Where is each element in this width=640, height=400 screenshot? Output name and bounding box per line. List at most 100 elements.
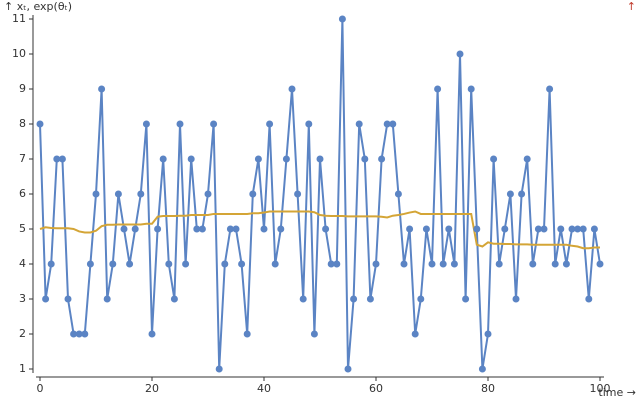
data-point — [406, 225, 414, 233]
x-tick-label: 100 — [590, 382, 611, 395]
data-point — [137, 190, 145, 198]
data-point — [344, 365, 352, 373]
data-point — [523, 155, 531, 163]
data-point — [439, 260, 447, 268]
data-point — [310, 330, 318, 338]
data-point — [159, 155, 167, 163]
data-point — [47, 260, 55, 268]
data-point — [170, 295, 178, 303]
data-point — [36, 120, 44, 128]
y-tick-label: 4 — [19, 257, 26, 270]
data-point — [557, 225, 565, 233]
x-tick-label: 80 — [481, 382, 495, 395]
data-point — [383, 120, 391, 128]
data-point — [58, 155, 66, 163]
y-tick-label: 9 — [19, 82, 26, 95]
data-point — [551, 260, 559, 268]
data-point — [81, 330, 89, 338]
data-point — [249, 190, 257, 198]
data-point — [260, 225, 268, 233]
data-point — [366, 295, 374, 303]
data-point — [478, 365, 486, 373]
data-point — [473, 225, 481, 233]
data-point — [378, 155, 386, 163]
data-point — [372, 260, 380, 268]
data-point — [574, 225, 582, 233]
data-point — [215, 365, 223, 373]
data-point — [271, 260, 279, 268]
data-point — [148, 330, 156, 338]
data-point — [294, 190, 302, 198]
data-point — [131, 225, 139, 233]
data-point — [361, 155, 369, 163]
data-point — [568, 225, 576, 233]
data-point — [450, 260, 458, 268]
data-point — [243, 330, 251, 338]
data-point — [456, 50, 464, 58]
y2-axis-label: ↑ — [627, 0, 636, 13]
data-point — [540, 225, 548, 233]
data-point — [546, 85, 554, 93]
data-point — [53, 155, 61, 163]
data-point — [434, 85, 442, 93]
data-point — [400, 260, 408, 268]
data-point — [394, 190, 402, 198]
data-point — [518, 190, 526, 198]
data-point — [495, 260, 503, 268]
x-tick-label: 60 — [369, 382, 383, 395]
data-point — [596, 260, 604, 268]
data-point — [299, 295, 307, 303]
data-point — [64, 295, 72, 303]
data-point — [210, 120, 218, 128]
y-axis-label: ↑ xₜ, exp(θₜ) — [4, 0, 72, 13]
data-point — [142, 120, 150, 128]
data-point — [333, 260, 341, 268]
data-point — [226, 225, 234, 233]
data-point — [103, 295, 111, 303]
data-point — [389, 120, 397, 128]
y-tick-label: 5 — [19, 222, 26, 235]
x-tick-label: 40 — [257, 382, 271, 395]
data-point — [506, 190, 514, 198]
y-tick-label: 7 — [19, 152, 26, 165]
data-point — [512, 295, 520, 303]
data-point — [484, 330, 492, 338]
data-point — [338, 15, 346, 23]
x-axis-label: time → — [598, 386, 636, 399]
data-point — [462, 295, 470, 303]
data-point — [204, 190, 212, 198]
data-point — [126, 260, 134, 268]
data-point — [75, 330, 83, 338]
data-point — [411, 330, 419, 338]
data-point — [232, 225, 240, 233]
data-point — [428, 260, 436, 268]
data-point — [182, 260, 190, 268]
data-point — [70, 330, 78, 338]
data-point — [590, 225, 598, 233]
y-tick-label: 8 — [19, 117, 26, 130]
data-point — [288, 85, 296, 93]
data-point — [501, 225, 509, 233]
data-point — [198, 225, 206, 233]
data-point — [98, 85, 106, 93]
y-tick-label: 1 — [19, 362, 26, 375]
data-point — [579, 225, 587, 233]
data-point — [154, 225, 162, 233]
data-point — [221, 260, 229, 268]
data-point — [422, 225, 430, 233]
series-line — [39, 210, 600, 250]
y-tick-label: 10 — [12, 47, 26, 60]
x-tick-label: 0 — [37, 382, 44, 395]
data-point — [266, 120, 274, 128]
data-point — [277, 225, 285, 233]
data-point — [120, 225, 128, 233]
data-point — [417, 295, 425, 303]
data-point — [316, 155, 324, 163]
data-point — [109, 260, 117, 268]
data-point — [86, 260, 94, 268]
y-tick-label: 11 — [12, 12, 26, 25]
data-point — [193, 225, 201, 233]
series-line — [39, 18, 601, 370]
data-point — [490, 155, 498, 163]
